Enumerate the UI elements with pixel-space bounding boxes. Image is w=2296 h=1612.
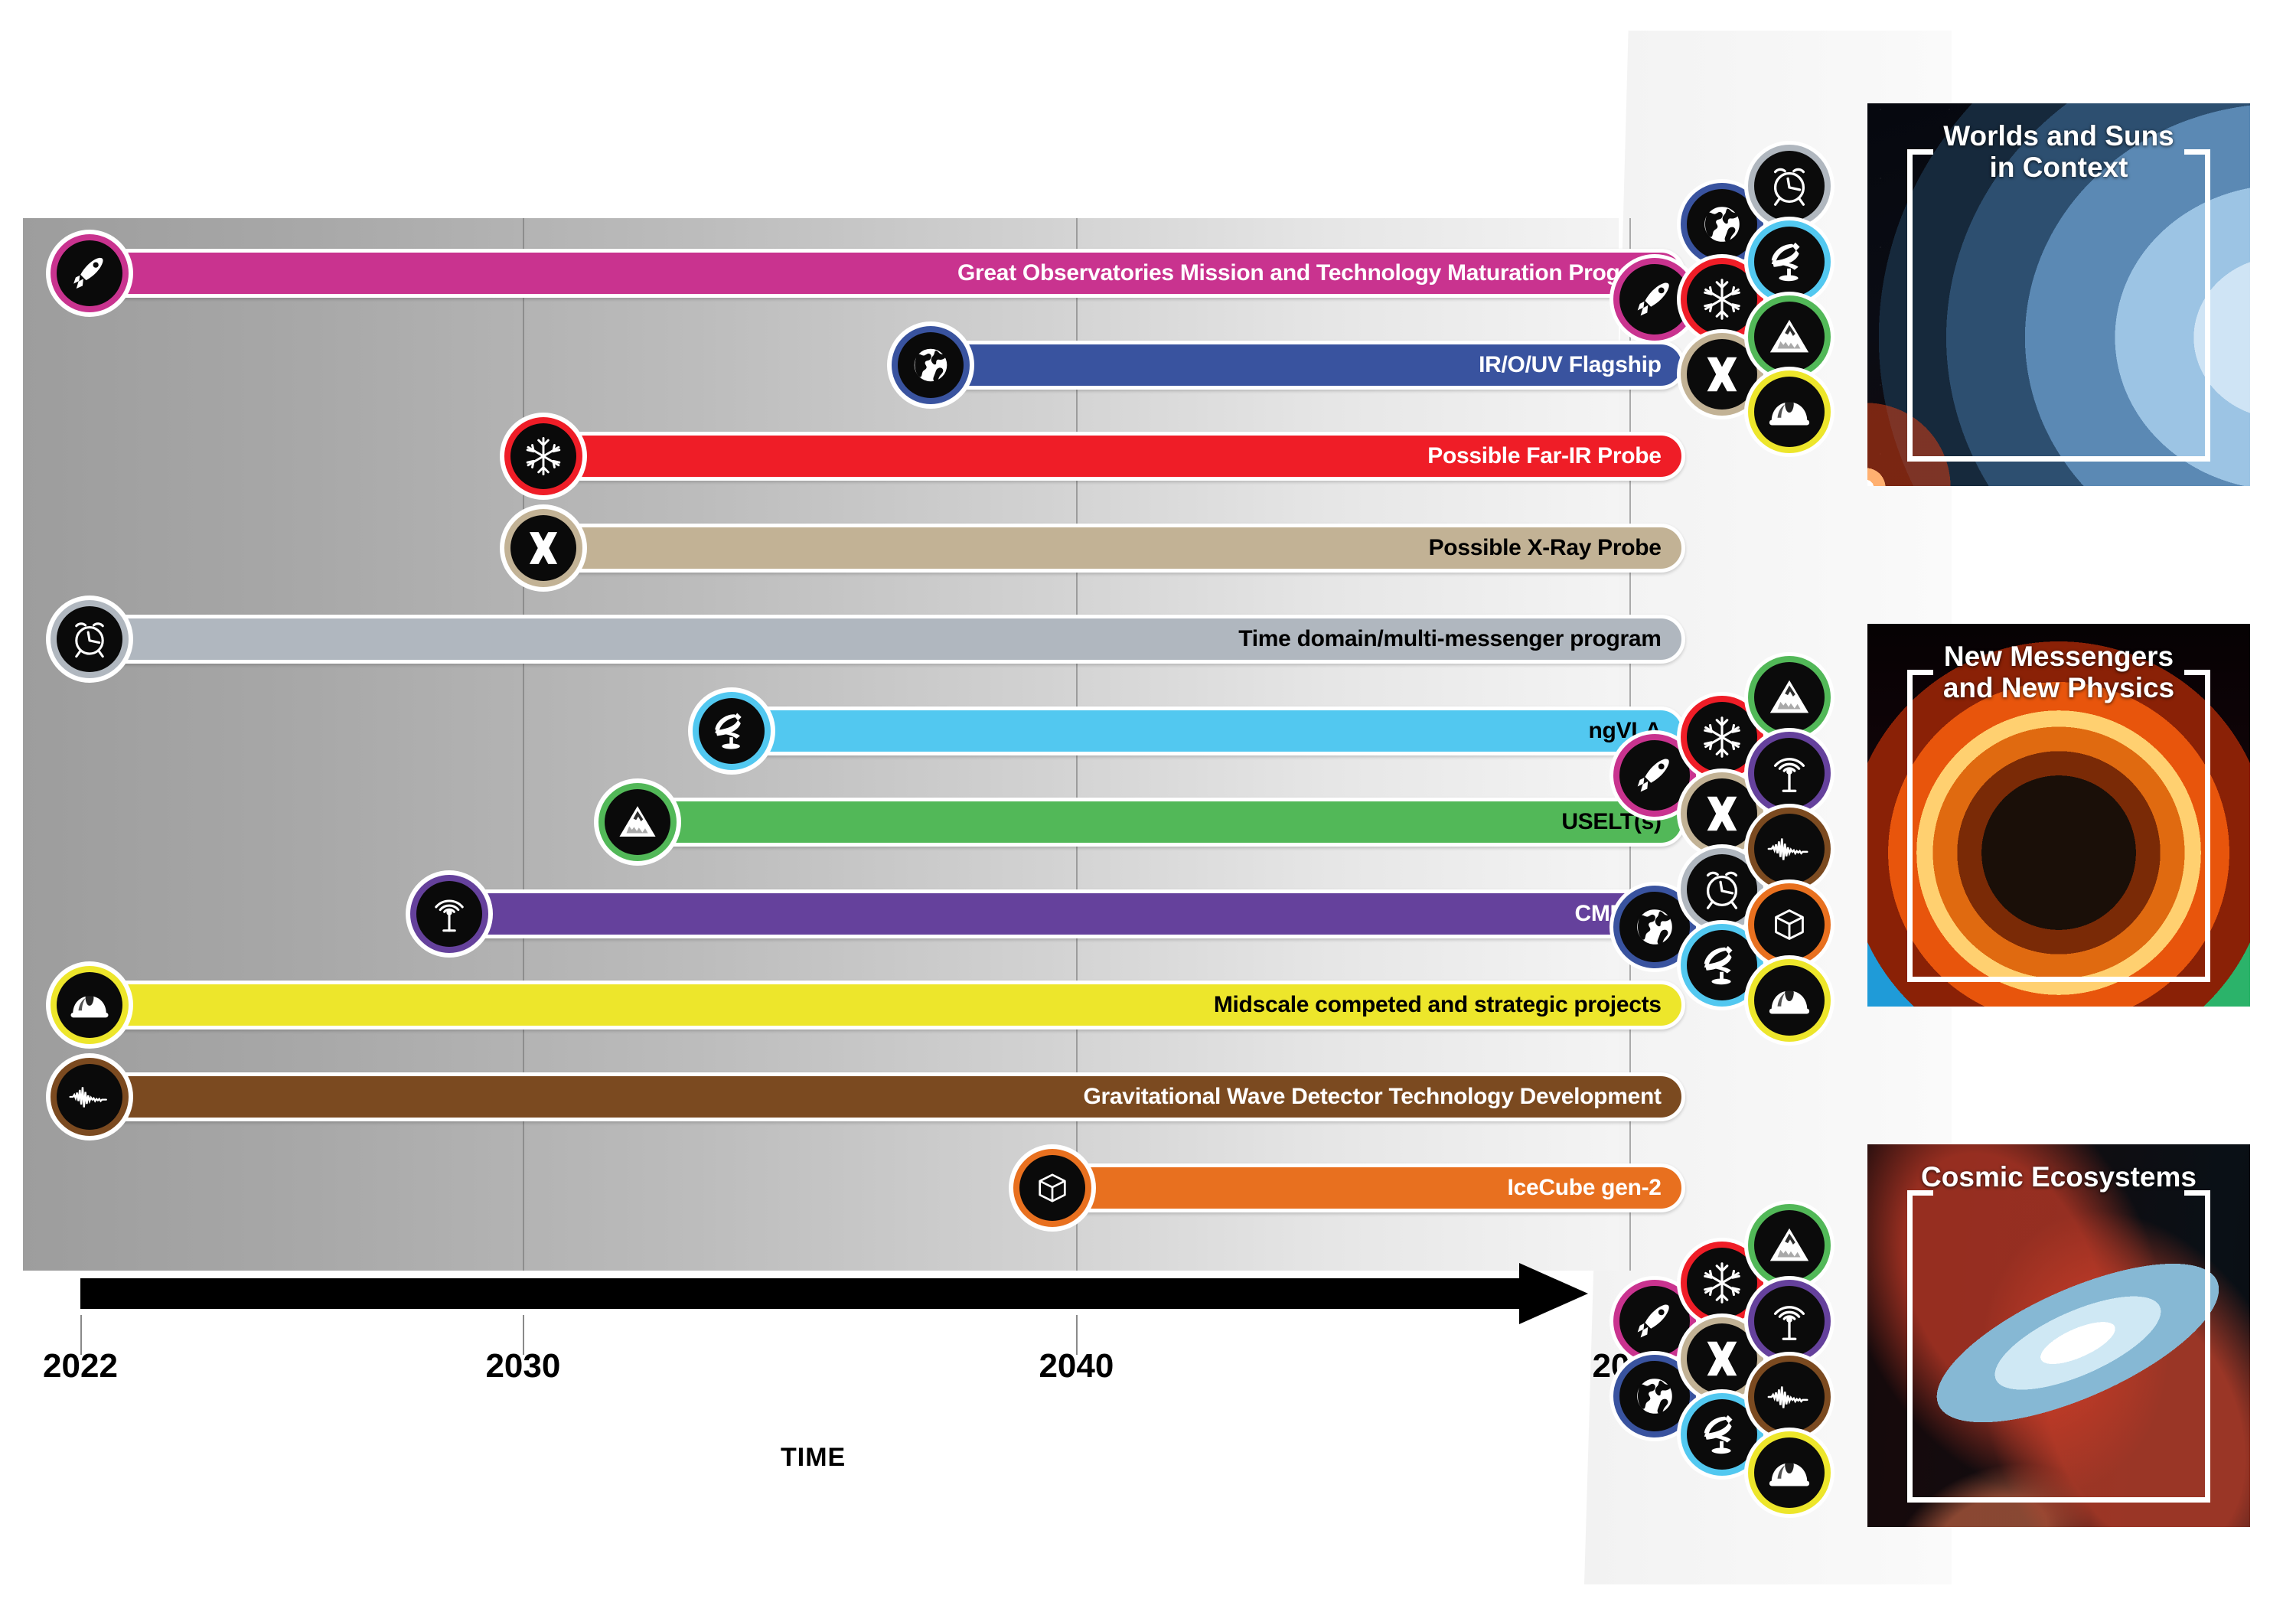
snowflake-icon[interactable] [510, 423, 576, 489]
timeline-bar-label: IR/O/UV Flagship [1479, 351, 1662, 377]
mountain-icon[interactable] [1754, 662, 1825, 733]
hard-hat-icon[interactable] [57, 972, 122, 1038]
timeline-bar-label: ngVLA [1588, 717, 1662, 743]
hard-hat-icon[interactable] [1754, 1437, 1825, 1508]
timeline-bar-label: Gravitational Wave Detector Technology D… [1083, 1083, 1662, 1109]
radio-dish-icon[interactable] [1754, 227, 1825, 297]
x-ray-icon[interactable] [1687, 778, 1757, 849]
timeline-bar[interactable]: Possible Far-IR Probe [533, 432, 1685, 481]
panel-title-line1: New Messengers [1943, 641, 2174, 672]
earth-icon[interactable] [1619, 892, 1690, 962]
mountain-icon[interactable] [1754, 302, 1825, 372]
panel-image-art [1867, 103, 2250, 486]
tick-2030 [523, 1315, 525, 1355]
axis-arrowhead [1519, 1263, 1588, 1324]
cmb-antenna-icon[interactable] [1754, 1286, 1825, 1356]
black-hole-eht-image: New Messengers and New Physics [1867, 624, 2250, 1007]
rocket-icon[interactable] [1619, 264, 1690, 334]
tick-2022 [80, 1315, 82, 1355]
tick-label-2040: 2040 [1039, 1347, 1114, 1385]
cmb-antenna-icon[interactable] [1754, 738, 1825, 808]
rocket-icon[interactable] [1619, 740, 1690, 811]
timeline-bar[interactable]: USELT(s) [628, 798, 1685, 847]
tick-2040 [1076, 1315, 1078, 1355]
axis-shaft [80, 1278, 1527, 1309]
panel-title-line1: Cosmic Ecosystems [1921, 1161, 2197, 1193]
mountain-icon[interactable] [604, 789, 670, 855]
timeline-bar[interactable]: IR/O/UV Flagship [921, 340, 1685, 390]
icon-cluster-cosmic-ecosystems [1607, 1160, 1860, 1519]
timeline-bar-label: Possible X-Ray Probe [1428, 534, 1662, 560]
tick-label-2022: 2022 [43, 1347, 118, 1385]
snowflake-icon[interactable] [1687, 1248, 1757, 1318]
timeline-bar[interactable]: Midscale competed and strategic projects [80, 981, 1685, 1030]
timeline-bar-label: IceCube gen-2 [1507, 1175, 1662, 1200]
panel-image-art [1867, 624, 2250, 1007]
rocket-icon[interactable] [57, 240, 122, 306]
radio-dish-icon[interactable] [1687, 1399, 1757, 1470]
panel-bracket [1907, 149, 2210, 462]
alarm-clock-icon[interactable] [1687, 854, 1757, 925]
panel-title: New Messengers and New Physics [1867, 641, 2250, 704]
hard-hat-icon[interactable] [1754, 965, 1825, 1036]
radio-dish-icon[interactable] [698, 697, 765, 764]
timeline-bar[interactable]: ngVLA [722, 706, 1685, 755]
panel-title-line2: in Context [1989, 152, 2128, 184]
panel-title: Cosmic Ecosystems [1867, 1161, 2250, 1193]
tick-label-2030: 2030 [485, 1347, 561, 1385]
gridline-2030 [523, 218, 525, 1271]
mountain-icon[interactable] [1754, 1210, 1825, 1281]
timeline-bar[interactable]: IceCube gen-2 [1043, 1163, 1685, 1212]
snowflake-icon[interactable] [1687, 702, 1757, 772]
icon-cluster-new-messengers [1607, 639, 1860, 1036]
panel-new-messengers: New Messengers and New Physics [1867, 624, 2250, 1007]
radio-dish-icon[interactable] [1687, 930, 1757, 1000]
timeline-bar-label: Possible Far-IR Probe [1427, 443, 1662, 468]
earth-icon[interactable] [897, 331, 964, 398]
x-ray-icon[interactable] [1687, 1323, 1757, 1394]
timeline-bar-label: USELT(s) [1561, 809, 1662, 834]
gravitational-wave-icon[interactable] [57, 1063, 122, 1130]
rocket-icon[interactable] [1619, 1286, 1690, 1356]
ice-cube-icon[interactable] [1754, 889, 1825, 960]
icon-cluster-worlds-and-suns [1607, 119, 1860, 478]
panel-title: Worlds and Suns in Context [1867, 120, 2250, 184]
panel-bracket [1907, 1190, 2210, 1503]
time-axis-arrow [80, 1263, 1588, 1324]
x-ray-icon[interactable] [1687, 339, 1757, 410]
alarm-clock-icon[interactable] [1754, 151, 1825, 221]
snowflake-icon[interactable] [1687, 264, 1757, 334]
timeline-bar[interactable]: Great Observatories Mission and Technolo… [80, 249, 1685, 298]
earth-icon[interactable] [1619, 1361, 1690, 1431]
panel-title-line2: and New Physics [1942, 672, 2175, 704]
gravitational-wave-icon[interactable] [1754, 1362, 1825, 1432]
axis-title: TIME [781, 1443, 846, 1472]
timeline-bar[interactable]: Time domain/multi-messenger program [80, 615, 1685, 664]
panel-bracket [1907, 670, 2210, 982]
x-ray-icon[interactable] [510, 514, 576, 581]
m82-starburst-galaxy-image: Cosmic Ecosystems [1867, 1144, 2250, 1527]
timeline-bar-label: Midscale competed and strategic projects [1213, 992, 1662, 1017]
earth-icon[interactable] [1687, 189, 1757, 259]
timeline-bar[interactable]: CMB-S4 [439, 889, 1685, 938]
timeline-bar-label: Time domain/multi-messenger program [1238, 626, 1662, 651]
timeline-bar[interactable]: Possible X-Ray Probe [533, 523, 1685, 573]
timeline-bar-label: Great Observatories Mission and Technolo… [957, 260, 1662, 286]
panel-title-line1: Worlds and Suns [1943, 120, 2174, 152]
timeline-bar[interactable]: Gravitational Wave Detector Technology D… [80, 1072, 1685, 1121]
gravitational-wave-icon[interactable] [1754, 814, 1825, 884]
hard-hat-icon[interactable] [1754, 377, 1825, 447]
alarm-clock-icon[interactable] [57, 606, 122, 672]
panel-worlds-and-suns: Worlds and Suns in Context [1867, 103, 2250, 486]
panel-cosmic-ecosystems: Cosmic Ecosystems [1867, 1144, 2250, 1527]
cmb-antenna-icon[interactable] [416, 880, 482, 947]
ice-cube-icon[interactable] [1019, 1155, 1086, 1221]
exoplanet-and-red-dwarf-image: Worlds and Suns in Context [1867, 103, 2250, 486]
